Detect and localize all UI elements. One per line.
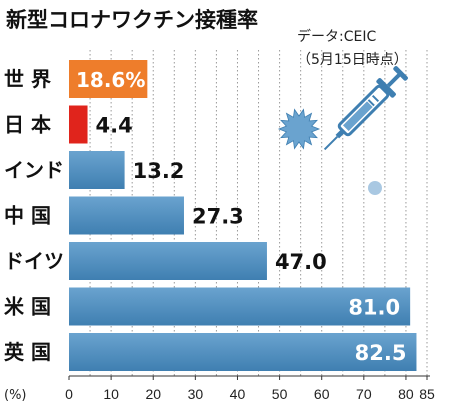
x-tick-label: 70 xyxy=(356,386,372,402)
category-label: 世 界 xyxy=(4,67,51,91)
value-label: 18.6% xyxy=(76,68,145,92)
category-label: 英 国 xyxy=(4,340,51,364)
bar xyxy=(69,242,267,280)
x-tick-label: 80 xyxy=(398,386,414,402)
source-note: データ:CEIC xyxy=(297,28,376,45)
bar xyxy=(69,287,411,326)
x-tick-label: 10 xyxy=(103,386,119,402)
category-label: 中 国 xyxy=(4,204,51,228)
x-tick-label: 60 xyxy=(314,386,330,402)
x-tick-label: 30 xyxy=(188,386,204,402)
bar xyxy=(69,60,148,98)
x-axis-ticks: 0 10 20 30 40 50 60 70 80 85 xyxy=(65,376,435,402)
category-label: 日 本 xyxy=(4,113,51,137)
x-tick-label: 50 xyxy=(272,386,288,402)
virus-icon xyxy=(277,108,382,195)
bars xyxy=(69,60,417,371)
x-tick-label: 40 xyxy=(230,386,246,402)
category-label: ドイツ xyxy=(4,249,64,273)
bar xyxy=(69,196,184,235)
x-tick-label: 20 xyxy=(145,386,161,402)
bar xyxy=(69,105,88,144)
x-tick-label: 85 xyxy=(419,386,435,402)
value-label: 4.4 xyxy=(96,114,133,138)
category-label: 米 国 xyxy=(4,295,51,319)
value-labels: 18.6% 4.413.2 27.3 47.0 81.0 82.5 xyxy=(76,68,406,365)
category-label: インド xyxy=(4,158,64,182)
value-label: 27.3 xyxy=(192,205,244,229)
chart-title: 新型コロナワクチン接種率 xyxy=(6,8,258,32)
date-note: （5月15日時点） xyxy=(297,52,408,68)
value-label: 47.0 xyxy=(275,250,327,274)
value-label: 81.0 xyxy=(348,296,400,320)
syringe-icon xyxy=(323,66,408,151)
value-label: 82.5 xyxy=(355,341,407,365)
x-tick-label: 0 xyxy=(65,386,73,402)
bar xyxy=(69,333,417,371)
x-axis-unit: (%) xyxy=(4,388,27,403)
bar xyxy=(69,151,125,189)
value-label: 13.2 xyxy=(133,159,185,183)
